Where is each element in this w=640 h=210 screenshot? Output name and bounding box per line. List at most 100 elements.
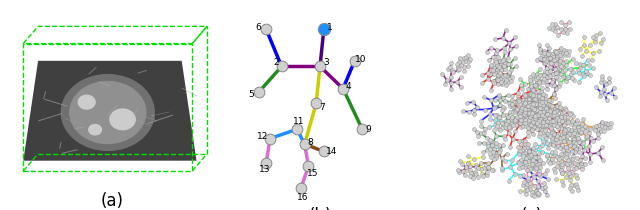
Point [527, 190, 537, 194]
Point [545, 65, 555, 69]
Point [550, 71, 561, 75]
Point [550, 27, 560, 30]
Point [516, 88, 527, 91]
Point [546, 108, 556, 111]
Point [552, 114, 563, 118]
Point [492, 48, 502, 52]
Point [520, 143, 530, 146]
Point [520, 151, 530, 154]
Point [527, 123, 537, 126]
Point [561, 31, 572, 34]
Point [486, 64, 497, 67]
Point [547, 142, 557, 146]
Point [523, 107, 533, 110]
Point [564, 187, 575, 190]
Point [537, 100, 547, 104]
Point [532, 113, 543, 117]
Point [477, 172, 487, 176]
Point [528, 120, 538, 123]
Point [533, 105, 543, 108]
Point [526, 93, 536, 96]
Point [495, 62, 506, 66]
Point [552, 109, 563, 113]
Point [514, 105, 524, 108]
Point [543, 133, 553, 136]
Point [473, 175, 483, 178]
Point [540, 185, 550, 189]
Point [541, 60, 551, 63]
Point [556, 168, 566, 172]
Point [527, 127, 537, 130]
Point [522, 121, 532, 124]
Point [488, 151, 498, 154]
Point [556, 153, 566, 156]
Point [513, 91, 523, 95]
Point [515, 117, 525, 120]
Point [525, 119, 535, 123]
Point [508, 76, 518, 79]
Point [504, 179, 514, 182]
Point [597, 74, 607, 77]
Point [531, 99, 541, 102]
Point [549, 93, 559, 96]
Point [520, 99, 530, 102]
Point [609, 86, 619, 89]
Point [545, 74, 555, 77]
Point [525, 168, 536, 171]
Point [602, 98, 612, 101]
Point [520, 107, 531, 110]
Point [525, 105, 536, 108]
Point [527, 94, 537, 98]
Point [487, 143, 497, 146]
Point [527, 111, 538, 114]
Point [537, 105, 547, 109]
Point [537, 112, 547, 115]
Point [461, 59, 471, 62]
Point [484, 58, 494, 62]
Point [564, 133, 574, 136]
Point [561, 108, 572, 111]
Point [526, 113, 536, 116]
Point [584, 145, 595, 148]
Point [533, 79, 543, 82]
Point [570, 161, 580, 164]
Point [538, 128, 548, 131]
Point [575, 62, 585, 66]
Point [506, 121, 516, 124]
Point [585, 74, 595, 77]
Point [527, 87, 538, 91]
Point [489, 152, 499, 155]
Point [521, 156, 531, 159]
Point [484, 118, 495, 121]
Point [491, 71, 501, 75]
Point [563, 127, 573, 131]
Point [515, 122, 525, 125]
Point [527, 116, 538, 119]
Point [553, 132, 563, 136]
Point [490, 105, 500, 109]
Point [550, 153, 560, 156]
Point [534, 193, 544, 196]
Point [550, 114, 561, 118]
Point [541, 88, 552, 91]
Point [531, 100, 541, 103]
Point [508, 158, 518, 162]
Point [529, 119, 539, 123]
Point [535, 104, 545, 108]
Point [544, 27, 554, 30]
Point [501, 84, 511, 87]
Point [463, 64, 473, 67]
Point [536, 186, 547, 190]
Point [561, 129, 571, 133]
Point [528, 101, 538, 104]
Point [550, 122, 560, 125]
Point [532, 101, 542, 104]
Point [535, 56, 545, 60]
Point [560, 150, 570, 154]
Point [497, 124, 508, 127]
Point [543, 177, 554, 181]
Point [512, 101, 522, 104]
Point [534, 126, 544, 129]
Point [578, 118, 588, 121]
Point [549, 133, 559, 136]
